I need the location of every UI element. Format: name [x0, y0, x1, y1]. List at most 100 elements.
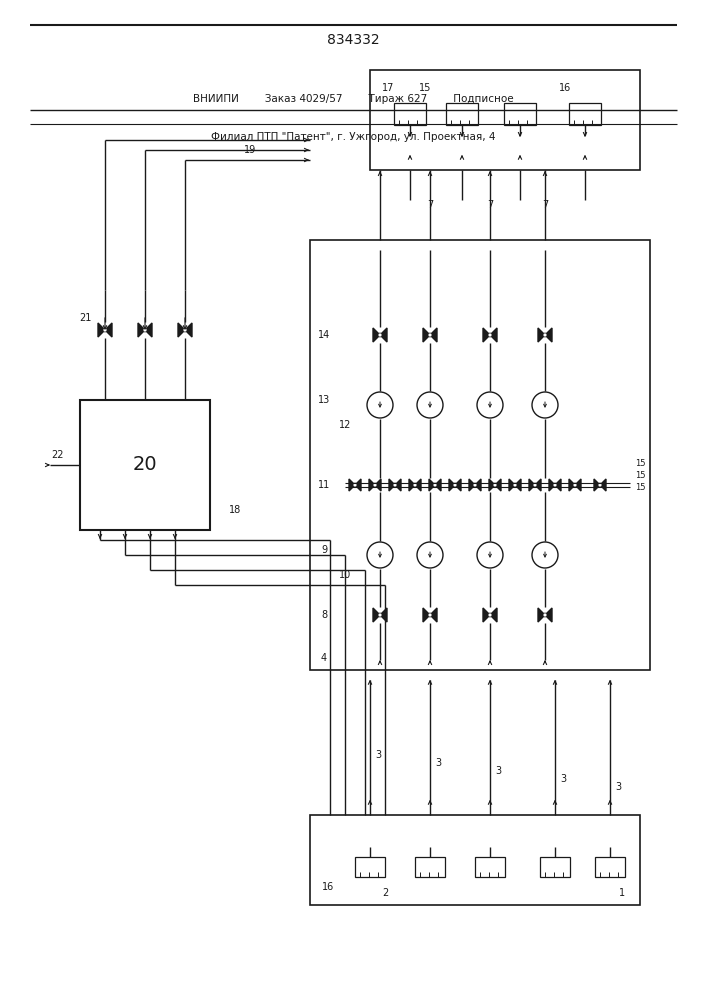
Text: 3: 3 — [435, 758, 441, 768]
Circle shape — [378, 333, 382, 337]
Polygon shape — [483, 328, 490, 342]
Text: ВНИИПИ        Заказ 4029/57        Тираж 627        Подписное: ВНИИПИ Заказ 4029/57 Тираж 627 Подписное — [193, 94, 513, 104]
Circle shape — [378, 613, 382, 617]
Circle shape — [373, 483, 377, 487]
Circle shape — [513, 483, 517, 487]
Text: 8: 8 — [321, 610, 327, 620]
Polygon shape — [389, 479, 395, 491]
Text: 7: 7 — [427, 200, 433, 210]
Bar — [540, 857, 570, 877]
Bar — [595, 857, 625, 877]
Polygon shape — [538, 328, 545, 342]
Circle shape — [532, 542, 558, 568]
Bar — [310, 240, 650, 670]
Text: 16: 16 — [322, 882, 334, 892]
Polygon shape — [483, 608, 490, 622]
Circle shape — [413, 483, 417, 487]
Polygon shape — [430, 328, 437, 342]
Circle shape — [532, 392, 558, 418]
Circle shape — [428, 613, 432, 617]
Circle shape — [477, 392, 503, 418]
Polygon shape — [415, 479, 421, 491]
Text: 16: 16 — [559, 83, 571, 93]
Text: 22: 22 — [52, 450, 64, 460]
Polygon shape — [490, 608, 497, 622]
Circle shape — [417, 542, 443, 568]
Polygon shape — [430, 608, 437, 622]
Polygon shape — [449, 479, 455, 491]
Circle shape — [598, 483, 602, 487]
Circle shape — [573, 483, 577, 487]
Text: 3: 3 — [495, 766, 501, 776]
Text: 4: 4 — [321, 653, 327, 663]
Text: 13: 13 — [318, 395, 330, 405]
Polygon shape — [185, 323, 192, 337]
Text: 15: 15 — [635, 484, 645, 492]
Circle shape — [143, 328, 147, 332]
Text: 9: 9 — [321, 545, 327, 555]
Polygon shape — [535, 479, 541, 491]
Polygon shape — [538, 608, 545, 622]
Bar — [394, 103, 426, 125]
Bar — [80, 400, 210, 530]
Text: 15: 15 — [635, 471, 645, 480]
Circle shape — [417, 392, 443, 418]
Bar — [569, 103, 601, 125]
Polygon shape — [409, 479, 415, 491]
Polygon shape — [145, 323, 152, 337]
Circle shape — [428, 333, 432, 337]
Text: 10: 10 — [339, 570, 351, 580]
Circle shape — [488, 613, 492, 617]
Polygon shape — [429, 479, 435, 491]
Bar — [475, 857, 505, 877]
Text: 12: 12 — [339, 420, 351, 430]
Circle shape — [543, 613, 547, 617]
Polygon shape — [549, 479, 555, 491]
Circle shape — [473, 483, 477, 487]
Polygon shape — [380, 608, 387, 622]
Polygon shape — [423, 608, 430, 622]
Polygon shape — [545, 608, 552, 622]
Polygon shape — [455, 479, 461, 491]
Text: 3: 3 — [375, 750, 381, 760]
Polygon shape — [178, 323, 185, 337]
Polygon shape — [515, 479, 521, 491]
Polygon shape — [489, 479, 495, 491]
Bar — [370, 70, 640, 170]
Circle shape — [103, 328, 107, 332]
Text: Филиал ПТП "Патент", г. Ужгород, ул. Проектная, 4: Филиал ПТП "Патент", г. Ужгород, ул. Про… — [211, 132, 495, 142]
Polygon shape — [469, 479, 475, 491]
Polygon shape — [98, 323, 105, 337]
Polygon shape — [529, 479, 535, 491]
Circle shape — [543, 333, 547, 337]
Circle shape — [488, 333, 492, 337]
Polygon shape — [369, 479, 375, 491]
Polygon shape — [475, 479, 481, 491]
Polygon shape — [509, 479, 515, 491]
Polygon shape — [395, 479, 401, 491]
Text: 18: 18 — [229, 505, 241, 515]
Circle shape — [453, 483, 457, 487]
Circle shape — [183, 328, 187, 332]
Polygon shape — [349, 479, 355, 491]
Bar — [446, 103, 478, 125]
Text: 15: 15 — [419, 83, 431, 93]
Polygon shape — [355, 479, 361, 491]
Circle shape — [433, 483, 437, 487]
Circle shape — [367, 392, 393, 418]
Circle shape — [393, 483, 397, 487]
Polygon shape — [545, 328, 552, 342]
Polygon shape — [373, 328, 380, 342]
Text: 3: 3 — [615, 782, 621, 792]
Polygon shape — [594, 479, 600, 491]
Circle shape — [493, 483, 497, 487]
Polygon shape — [105, 323, 112, 337]
Text: 17: 17 — [382, 83, 395, 93]
Bar — [504, 103, 536, 125]
Circle shape — [353, 483, 357, 487]
Circle shape — [477, 542, 503, 568]
Text: 20: 20 — [133, 456, 158, 475]
Polygon shape — [375, 479, 381, 491]
Bar — [415, 857, 445, 877]
Polygon shape — [555, 479, 561, 491]
